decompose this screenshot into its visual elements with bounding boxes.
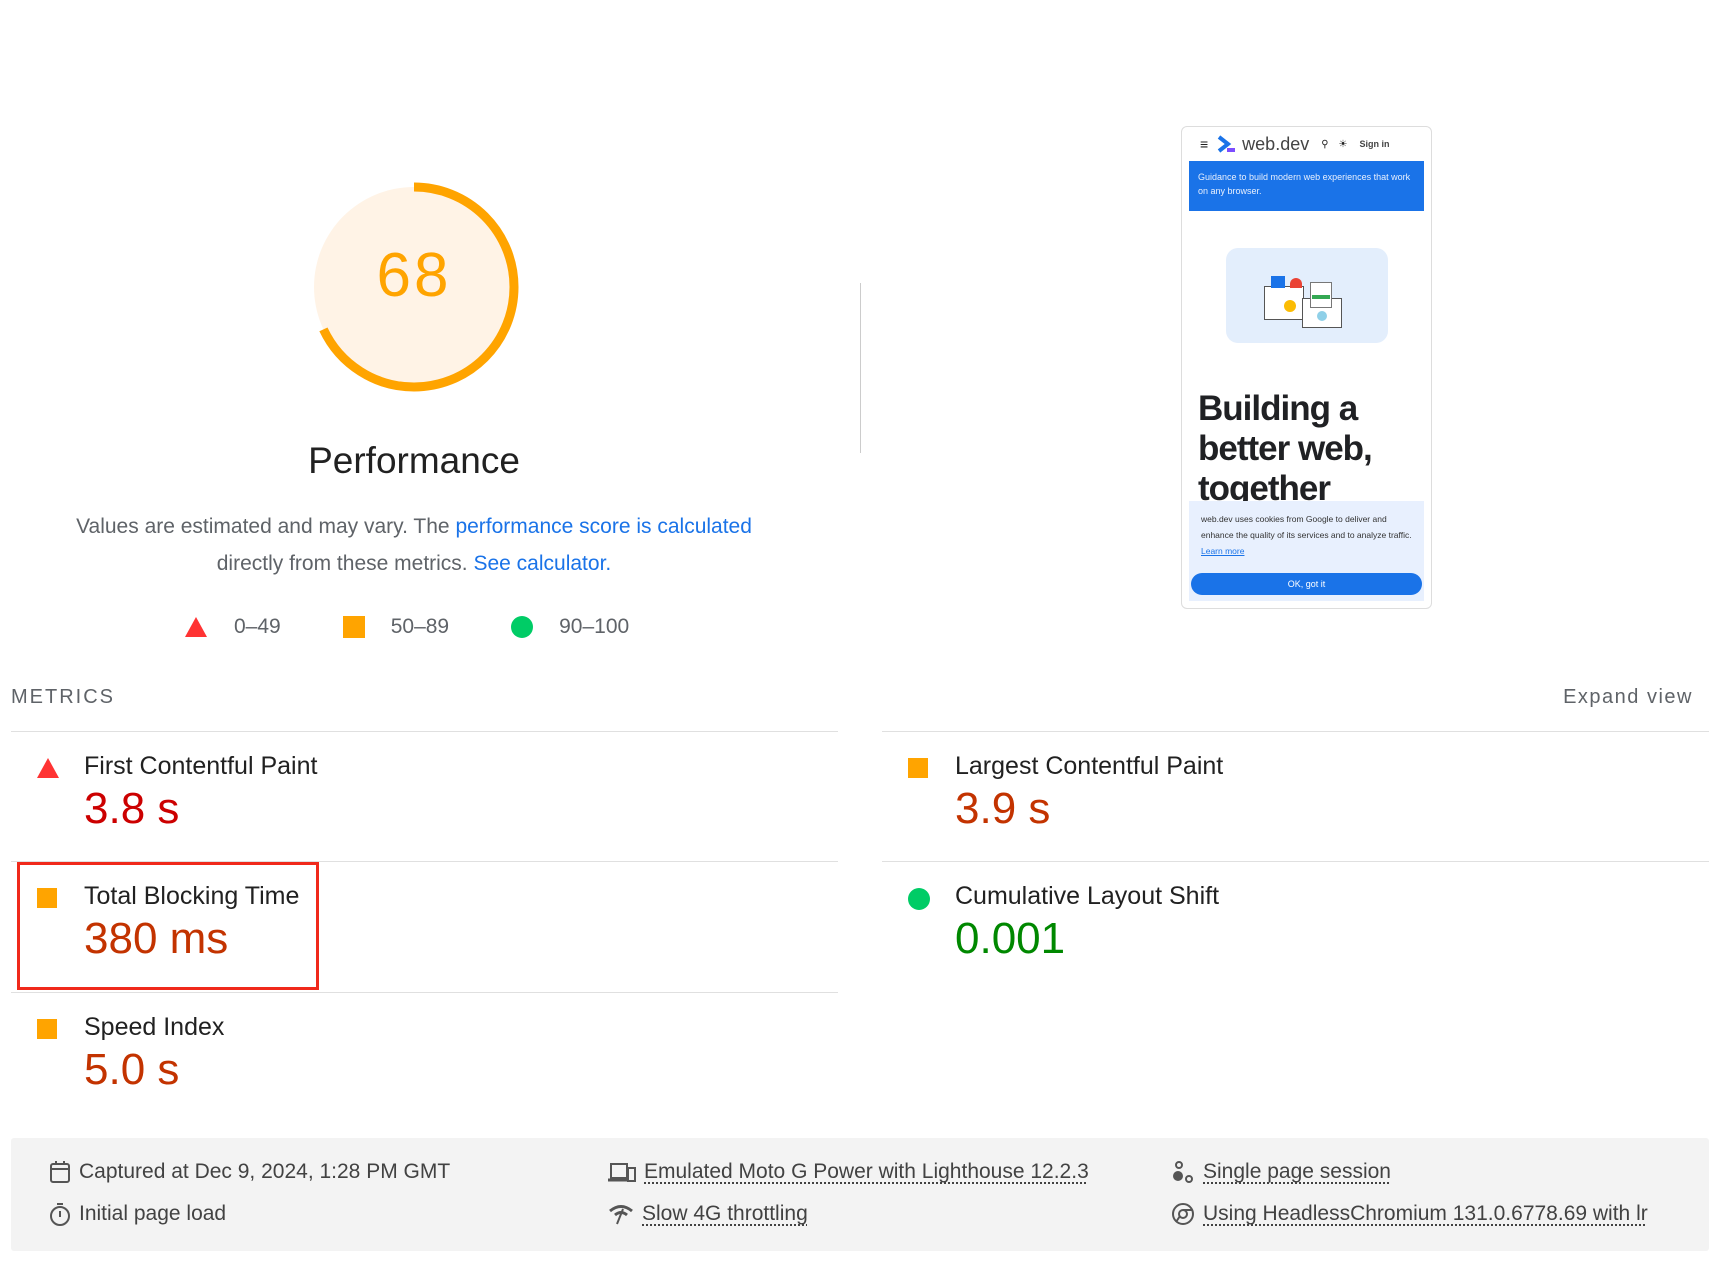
square-average-icon	[342, 616, 365, 638]
performance-gauge	[309, 182, 519, 392]
browser-info[interactable]: Using HeadlessChromium 131.0.6778.69 wit…	[1171, 1202, 1648, 1226]
divider	[11, 731, 838, 732]
category-title: Performance	[308, 440, 520, 481]
legend-average: 50–89	[342, 615, 450, 639]
divider	[11, 992, 838, 993]
thumb-header: ≡ web.dev ⚲ ☀ Sign in	[1182, 127, 1431, 161]
metrics-heading: METRICS	[11, 686, 115, 708]
metric-value: 3.8 s	[84, 784, 180, 833]
final-screenshot[interactable]: ≡ web.dev ⚲ ☀ Sign in Guidance to build …	[1181, 126, 1432, 609]
triangle-fail-icon	[185, 617, 207, 637]
load-text: Initial page load	[79, 1202, 227, 1225]
captured-at: Captured at Dec 9, 2024, 1:28 PM GMT	[49, 1160, 450, 1184]
legend-fail: 0–49	[184, 615, 281, 639]
see-calculator-link[interactable]: See calculator.	[473, 552, 612, 575]
calendar-icon	[50, 1161, 70, 1183]
metric-label: First Contentful Paint	[84, 752, 318, 780]
session-text[interactable]: Single page session	[1203, 1160, 1391, 1183]
divider	[882, 861, 1709, 862]
legend-label: 50–89	[390, 615, 450, 638]
divider	[882, 731, 1709, 732]
score-calculated-link[interactable]: performance score is calculated	[455, 515, 752, 538]
ok-got-it-button: OK, got it	[1191, 573, 1422, 595]
metric-label: Total Blocking Time	[84, 882, 300, 910]
browser-text[interactable]: Using HeadlessChromium 131.0.6778.69 wit…	[1203, 1202, 1648, 1225]
performance-score: 68	[376, 241, 452, 310]
device-emulation[interactable]: Emulated Moto G Power with Lighthouse 12…	[608, 1160, 1089, 1184]
session-icon	[1173, 1161, 1193, 1183]
theme-icon: ☀	[1338, 138, 1348, 150]
throttling-text[interactable]: Slow 4G throttling	[642, 1202, 808, 1225]
devices-icon	[608, 1163, 636, 1182]
square-average-icon	[908, 758, 928, 778]
metric-label: Cumulative Layout Shift	[955, 882, 1220, 910]
circle-pass-icon	[908, 888, 930, 910]
highlight-box	[17, 862, 319, 990]
score-description: Values are estimated and may vary. The p…	[40, 508, 788, 582]
thumb-illustration	[1225, 248, 1388, 343]
square-average-icon	[37, 1019, 57, 1039]
cookie-banner: web.dev uses cookies from Google to deli…	[1189, 501, 1424, 601]
network-throttling[interactable]: Slow 4G throttling	[608, 1202, 808, 1226]
session-type[interactable]: Single page session	[1171, 1160, 1391, 1184]
triangle-fail-icon	[37, 758, 59, 778]
signal-icon	[609, 1205, 633, 1225]
initial-page-load: Initial page load	[49, 1202, 226, 1226]
timer-icon	[50, 1203, 70, 1226]
metric-value: 380 ms	[84, 914, 229, 963]
square-average-icon	[37, 888, 57, 908]
thumb-site-name: web.dev	[1242, 133, 1310, 154]
metric-label: Speed Index	[84, 1013, 225, 1041]
thumb-banner: Guidance to build modern web experiences…	[1189, 161, 1424, 211]
runtime-settings: Captured at Dec 9, 2024, 1:28 PM GMT Ini…	[11, 1138, 1709, 1251]
web-dev-logo-icon	[1217, 135, 1236, 153]
vertical-divider	[860, 283, 861, 453]
captured-text: Captured at Dec 9, 2024, 1:28 PM GMT	[79, 1160, 451, 1183]
device-text[interactable]: Emulated Moto G Power with Lighthouse 12…	[644, 1160, 1089, 1183]
metric-value: 3.9 s	[955, 784, 1051, 833]
thumb-sign-in: Sign in	[1359, 139, 1390, 149]
score-legend: 0–49 50–89 90–100	[184, 615, 691, 639]
menu-icon: ≡	[1200, 136, 1209, 152]
divider	[11, 861, 838, 862]
chrome-icon	[1172, 1203, 1194, 1225]
legend-pass: 90–100	[511, 615, 629, 639]
desc-text-2: directly from these metrics.	[216, 552, 474, 575]
legend-label: 90–100	[559, 615, 630, 638]
circle-pass-icon	[511, 616, 534, 638]
search-icon: ⚲	[1321, 138, 1329, 150]
metric-label: Largest Contentful Paint	[955, 752, 1224, 780]
metric-value: 0.001	[955, 914, 1066, 963]
cookie-text: web.dev uses cookies from Google to deli…	[1201, 514, 1412, 540]
learn-more-link: Learn more	[1201, 546, 1245, 556]
thumb-headline: Building a better web, together	[1198, 389, 1373, 508]
expand-view-button[interactable]: Expand view	[1563, 686, 1693, 708]
legend-label: 0–49	[234, 615, 281, 638]
metric-value: 5.0 s	[84, 1045, 180, 1094]
desc-text: Values are estimated and may vary. The	[76, 515, 456, 538]
